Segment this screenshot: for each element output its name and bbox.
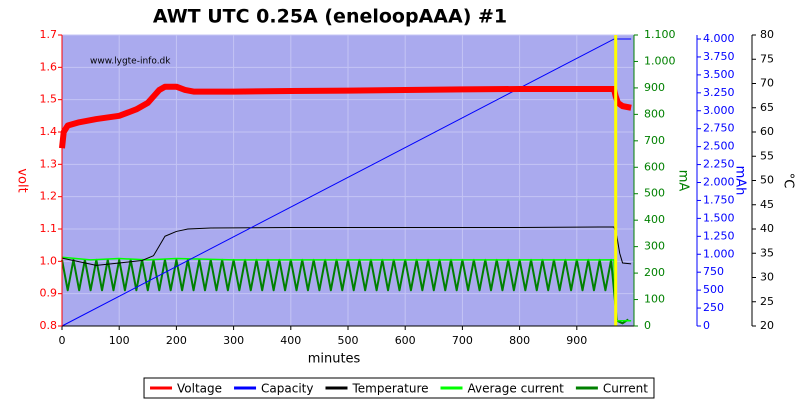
y-tick-label: 30: [760, 271, 774, 284]
y-tick-label: 1.100: [644, 28, 676, 41]
y-axis-title: °C: [781, 173, 796, 189]
y-tick-label: 500: [703, 283, 724, 296]
y-tick-label: 0.9: [40, 287, 58, 300]
x-tick-label: 300: [223, 334, 244, 347]
legend-box: [143, 377, 655, 399]
y-axis-title: volt: [15, 168, 30, 192]
y-tick-label: 2.750: [703, 122, 735, 135]
y-tick-label: 3.500: [703, 68, 735, 81]
y-tick-label: 0: [703, 319, 710, 332]
series-line: [61, 258, 629, 325]
x-tick-label: 600: [395, 334, 416, 347]
y-tick-label: 50: [760, 174, 774, 187]
y-tick-label: 0: [644, 319, 651, 332]
y-tick-label: 1.000: [644, 54, 676, 67]
chart-title: AWT UTC 0.25A (eneloopAAA) #1: [153, 6, 507, 28]
y-tick-label: 300: [644, 240, 665, 253]
y-tick-label: 70: [760, 77, 774, 90]
y-tick-label: 1.4: [40, 125, 58, 138]
legend-label: Average current: [468, 382, 565, 396]
y-tick-label: 3.000: [703, 104, 735, 117]
legend: Voltage Capacity Temperature Average curren…: [143, 377, 655, 399]
y-tick-label: 2.500: [703, 140, 735, 153]
y-tick-label: 20: [760, 319, 774, 332]
y-tick-label: 600: [644, 160, 665, 173]
y-tick-label: 1.500: [703, 211, 735, 224]
y-tick-label: 55: [760, 149, 774, 162]
y-tick-label: 100: [644, 293, 665, 306]
y-tick-label: 2.000: [703, 176, 735, 189]
y-tick-label: 1.7: [40, 28, 58, 41]
y-tick-label: 45: [760, 198, 774, 211]
annotation: www.lygte-info.dk: [90, 57, 171, 67]
x-tick-label: 900: [566, 334, 587, 347]
y-tick-label: 1.5: [40, 93, 58, 106]
y-tick-label: 35: [760, 246, 774, 259]
y-tick-label: 0.8: [40, 319, 58, 332]
x-tick-label: 100: [109, 334, 130, 347]
y-tick-label: 500: [644, 187, 665, 200]
y-tick-label: 800: [644, 107, 665, 120]
y-tick-label: 40: [760, 222, 774, 235]
y-tick-label: 3.250: [703, 86, 735, 99]
y-tick-label: 900: [644, 81, 665, 94]
x-tick-label: 700: [452, 334, 473, 347]
y-tick-label: 1.3: [40, 157, 58, 170]
y-tick-label: 700: [644, 134, 665, 147]
y-tick-label: 1.6: [40, 60, 58, 73]
y-tick-label: 1.0: [40, 254, 58, 267]
x-tick-label: 0: [59, 334, 66, 347]
legend-label: Current: [603, 382, 648, 396]
x-tick-label: 500: [338, 334, 359, 347]
x-tick-label: 800: [509, 334, 530, 347]
y-axis-title: mAh: [733, 166, 748, 196]
y-tick-label: 65: [760, 101, 774, 114]
legend-label: Capacity: [261, 382, 313, 396]
legend-label: Voltage: [177, 382, 222, 396]
y-tick-label: 1.000: [703, 247, 735, 260]
legend-label: Temperature: [351, 382, 428, 396]
y-tick-label: 400: [644, 213, 665, 226]
y-tick-label: 1.2: [40, 190, 58, 203]
y-tick-label: 1.250: [703, 229, 735, 242]
y-tick-label: 4.000: [703, 32, 735, 45]
y-tick-label: 60: [760, 125, 774, 138]
y-tick-label: 250: [703, 301, 724, 314]
y-tick-label: 750: [703, 265, 724, 278]
y-tick-label: 2.250: [703, 158, 735, 171]
y-tick-label: 80: [760, 28, 774, 41]
y-tick-label: 1.750: [703, 193, 735, 206]
y-tick-label: 25: [760, 295, 774, 308]
y-axis-title: mA: [676, 170, 691, 192]
y-tick-label: 200: [644, 266, 665, 279]
x-axis-title: minutes: [308, 352, 361, 367]
y-tick-label: 75: [760, 52, 774, 65]
y-tick-label: 1.1: [40, 222, 58, 235]
series-line: [59, 83, 632, 149]
x-tick-label: 200: [166, 334, 187, 347]
y-tick-label: 3.750: [703, 50, 735, 63]
series-line: [61, 38, 632, 327]
x-tick-label: 400: [280, 334, 301, 347]
